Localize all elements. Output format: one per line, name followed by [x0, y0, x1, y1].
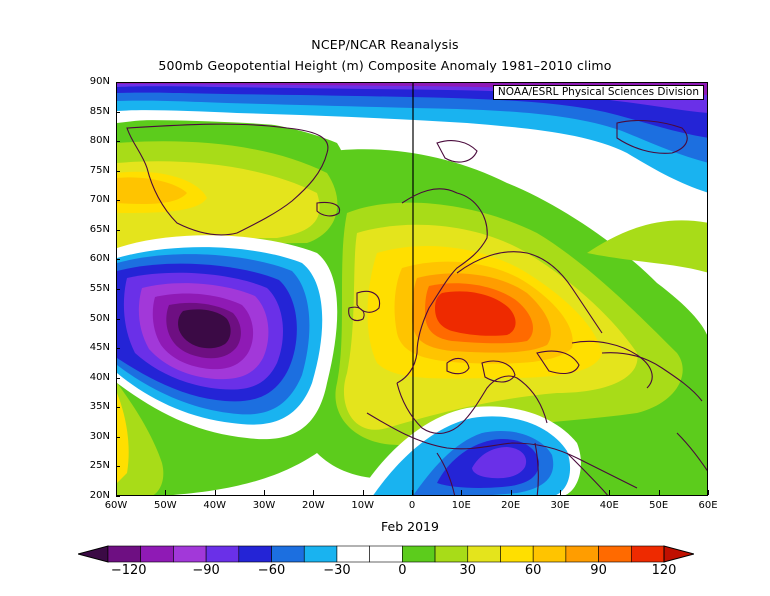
- colorbar-label: −60: [257, 563, 286, 578]
- colorbar-label: 30: [459, 563, 477, 578]
- colorbar-label: −120: [110, 563, 147, 578]
- lon-tick: [510, 490, 512, 495]
- lat-tick-label: 80N: [89, 135, 110, 147]
- lat-tick-label: 30N: [89, 430, 110, 442]
- lat-tick: [116, 436, 120, 438]
- lon-tick: [412, 490, 413, 495]
- colorbar-swatch: [467, 545, 501, 563]
- colorbar-swatch: [205, 545, 240, 563]
- colorbar-swatch: [500, 545, 534, 563]
- colorbar-swatch: [303, 545, 338, 563]
- colorbar-swatch: [271, 545, 305, 563]
- colorbar-swatch: [173, 545, 207, 563]
- lat-tick: [116, 318, 120, 320]
- lon-tick: [609, 490, 611, 495]
- lon-tick-label: 20W: [302, 500, 325, 511]
- lon-tick-label: 50E: [649, 500, 669, 511]
- lat-tick: [116, 348, 120, 350]
- lat-tick: [116, 200, 120, 202]
- lat-tick-label: 40N: [89, 371, 110, 383]
- lon-tick: [362, 490, 364, 495]
- colorbar-swatch: [598, 545, 632, 563]
- lon-tick: [461, 490, 463, 495]
- lat-tick-label: 90N: [89, 76, 110, 87]
- coastlines: [126, 119, 707, 495]
- lat-tick: [116, 82, 120, 83]
- lon-tick: [560, 490, 561, 495]
- lat-tick: [116, 496, 120, 497]
- colorbar-label: 120: [651, 563, 677, 578]
- colorbar-label: 60: [524, 563, 542, 578]
- lon-tick-label: 0: [408, 500, 416, 511]
- lon-tick-label: 30E: [550, 500, 570, 511]
- colorbar-swatch: [630, 545, 665, 563]
- lat-tick-label: 75N: [89, 164, 110, 176]
- lat-tick: [116, 259, 120, 261]
- title-line-1: NCEP/NCAR Reanalysis: [311, 37, 459, 52]
- credit-label: NOAA/ESRL Physical Sciences Division: [492, 85, 704, 100]
- lat-tick-label: 85N: [89, 105, 110, 117]
- colorbar-swatch: [402, 545, 436, 563]
- colorbar-swatch: [532, 545, 567, 563]
- map-canvas: [117, 83, 707, 495]
- lon-tick: [264, 490, 265, 495]
- lon-tick-label: 10W: [351, 500, 374, 511]
- lat-tick-label: 50N: [89, 312, 110, 324]
- lon-tick-label: 30W: [252, 500, 276, 511]
- lon-tick: [165, 490, 167, 495]
- lat-tick-label: 45N: [89, 342, 110, 354]
- lon-tick: [658, 490, 660, 495]
- period-label: Feb 2019: [381, 519, 439, 534]
- lon-tick: [116, 490, 117, 495]
- lat-tick-label: 20N: [89, 490, 110, 501]
- colorbar: [78, 545, 694, 563]
- lat-tick: [116, 466, 120, 468]
- negative-min-center: [178, 309, 231, 349]
- lon-tick-label: 20E: [501, 500, 521, 511]
- lat-tick-label: 55N: [89, 283, 110, 294]
- lon-tick: [708, 490, 709, 495]
- lat-tick: [116, 289, 120, 290]
- lat-tick: [116, 407, 120, 409]
- colorbar-swatch: [140, 545, 174, 563]
- lat-tick: [116, 170, 120, 172]
- colorbar-label: −30: [323, 563, 351, 578]
- lat-tick-label: 25N: [89, 460, 110, 472]
- colorbar-swatch: [336, 545, 370, 563]
- colorbar-swatch: [238, 545, 272, 563]
- colorbar-swatch: [107, 545, 142, 563]
- positive-max-center: [435, 291, 516, 336]
- lat-tick: [116, 377, 120, 379]
- lon-tick: [313, 490, 315, 495]
- lat-tick: [116, 111, 120, 113]
- lon-tick: [214, 490, 216, 495]
- lon-tick-label: 50W: [154, 500, 177, 511]
- colorbar-label: −90: [192, 563, 220, 578]
- lat-tick-label: 70N: [89, 194, 110, 206]
- lat-tick: [116, 141, 120, 143]
- colorbar-label: 0: [398, 563, 407, 578]
- colorbar-swatch: [565, 545, 599, 563]
- lon-tick-label: 40W: [203, 500, 226, 511]
- colorbar-min-arrow: [78, 545, 109, 563]
- lon-tick-label: 60E: [698, 500, 718, 511]
- lon-tick-label: 10E: [451, 500, 471, 511]
- colorbar-max-arrow: [663, 545, 694, 563]
- lon-tick-label: 60W: [104, 500, 128, 511]
- colorbar-label: 90: [590, 563, 607, 578]
- title-line-2: 500mb Geopotential Height (m) Composite …: [158, 58, 612, 73]
- lon-tick-label: 40E: [599, 500, 619, 511]
- lat-tick-label: 35N: [89, 401, 110, 413]
- colorbar-swatch: [369, 545, 403, 563]
- lat-tick-label: 65N: [89, 223, 110, 235]
- anomaly-map: NOAA/ESRL Physical Sciences Division: [116, 82, 708, 496]
- colorbar-swatch: [434, 545, 469, 563]
- lat-tick: [116, 229, 120, 231]
- lat-tick-label: 60N: [89, 253, 110, 265]
